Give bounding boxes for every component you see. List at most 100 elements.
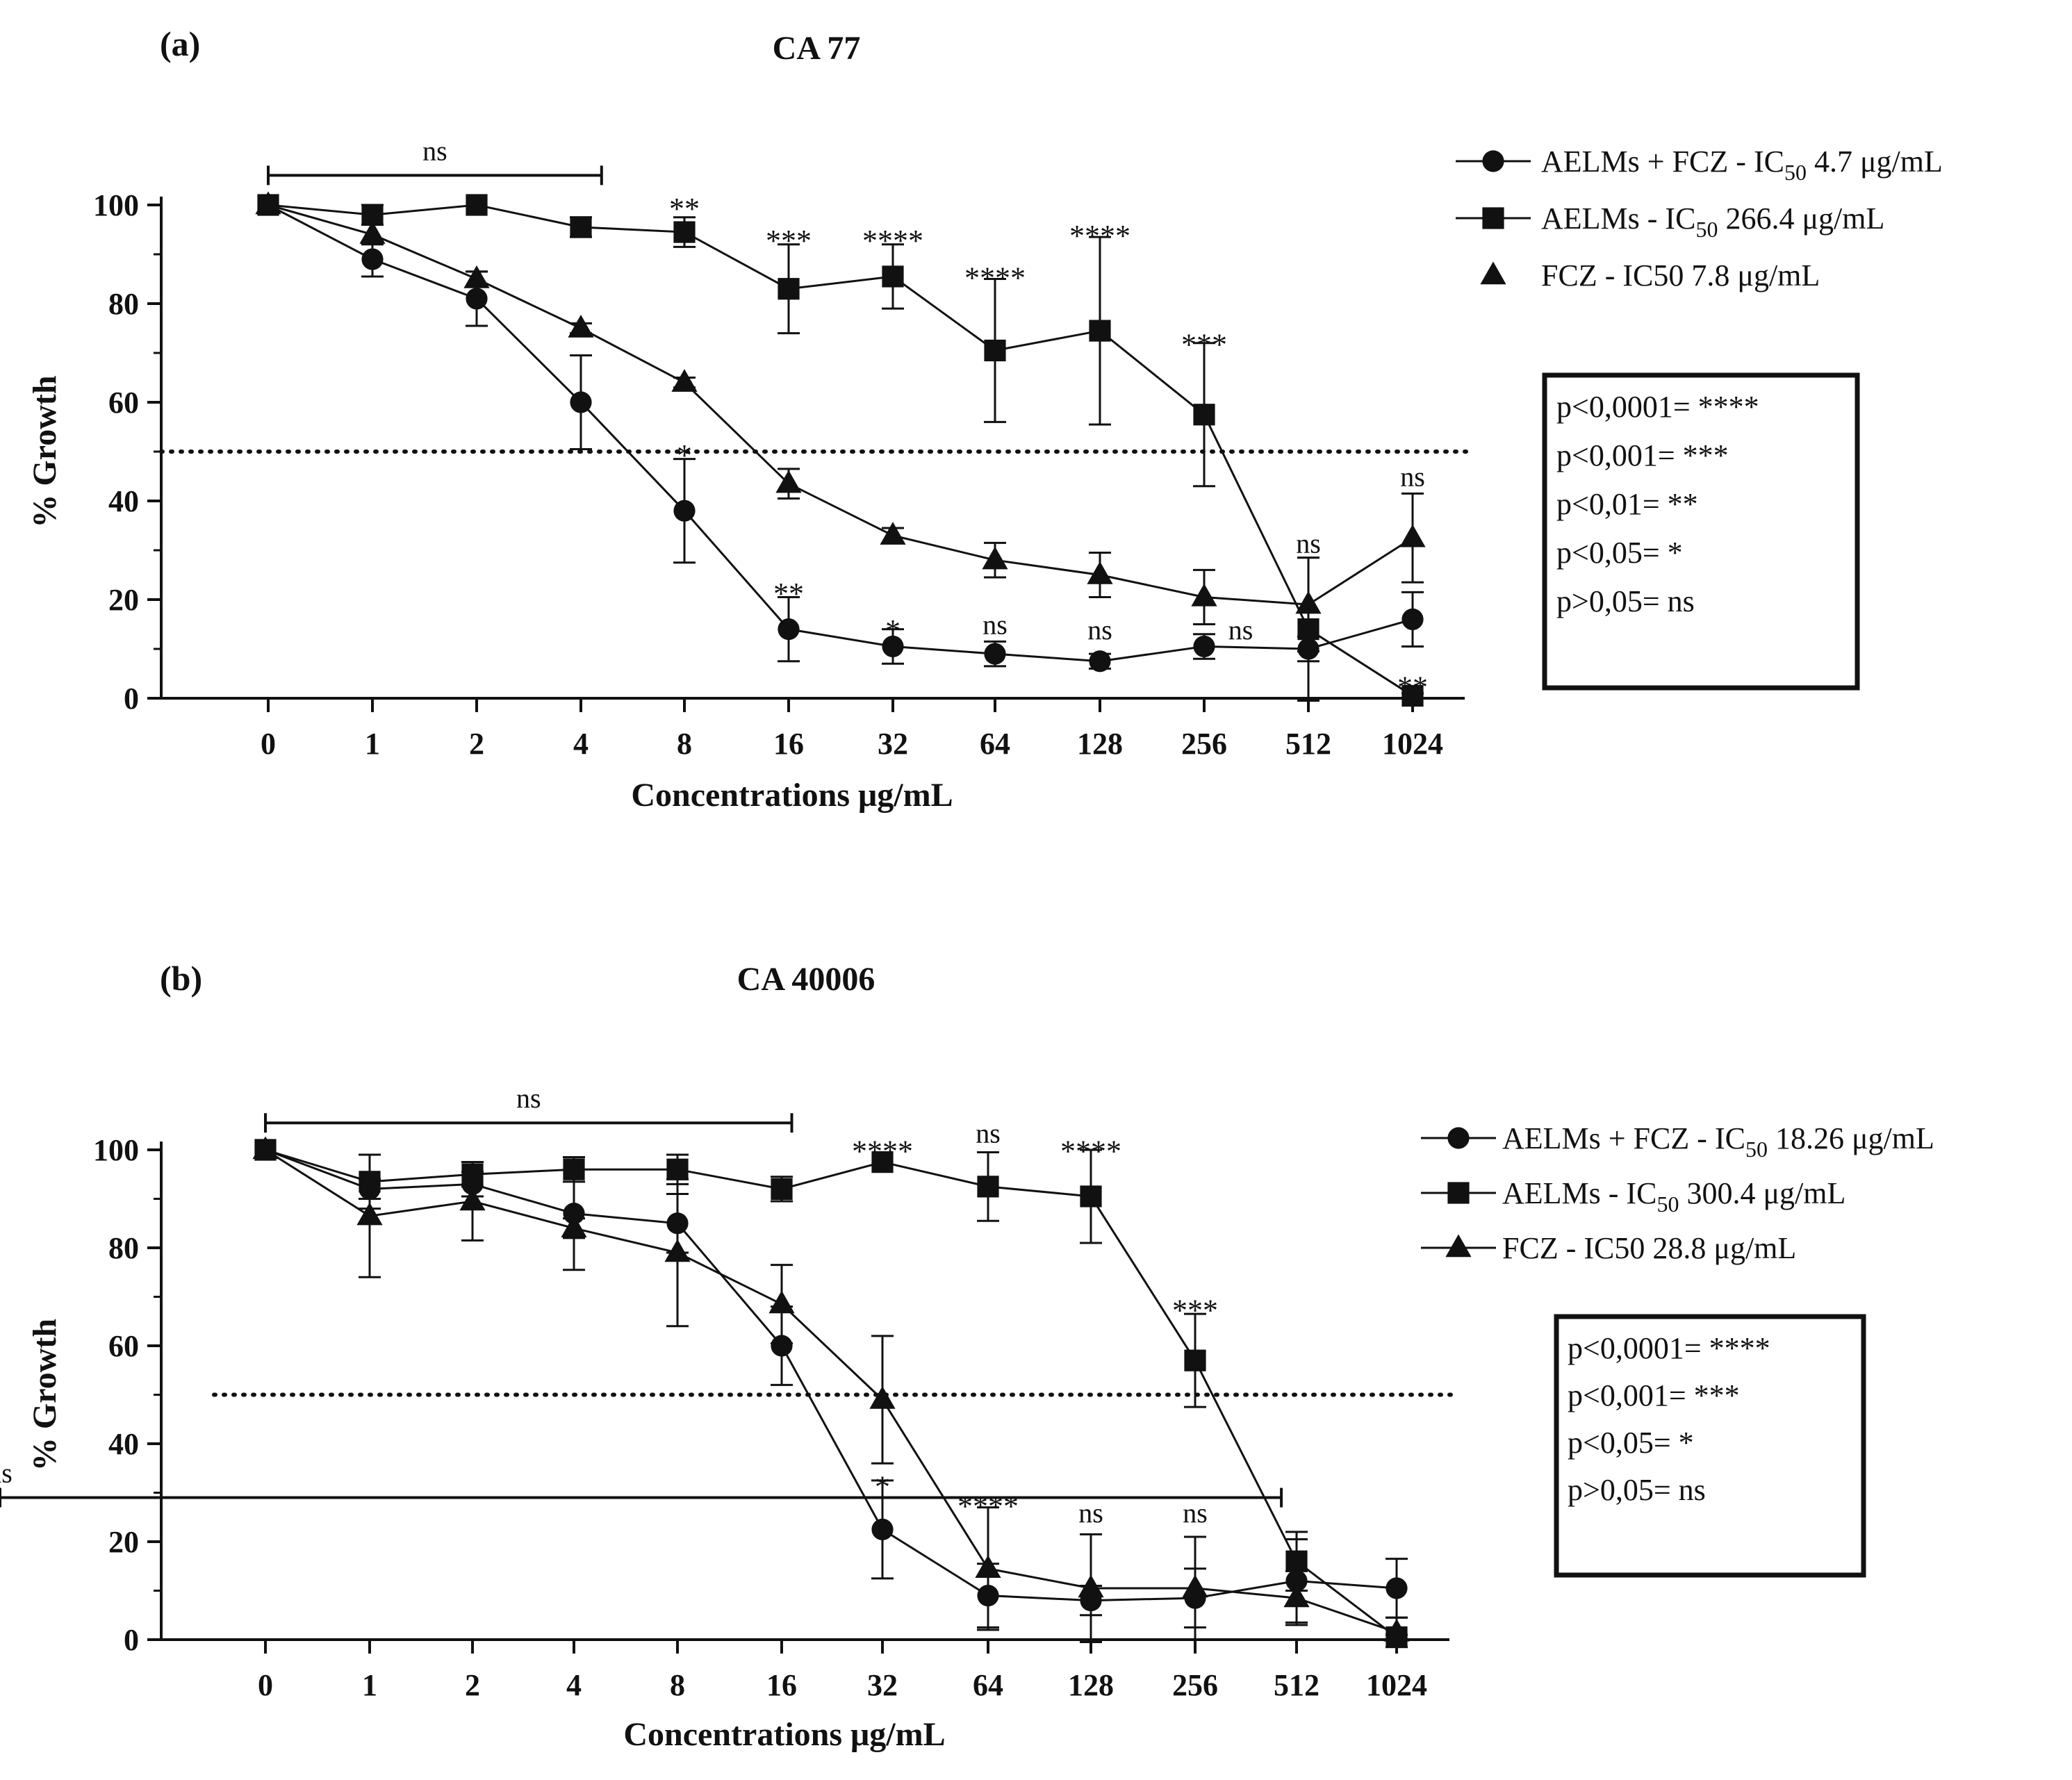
data-point <box>1401 684 1424 707</box>
significance-label: ** <box>669 192 700 226</box>
data-point <box>984 339 1006 362</box>
significance-label: *** <box>766 224 812 258</box>
significance-label: ns <box>976 1117 1001 1148</box>
y-tick-label: 100 <box>93 188 139 222</box>
significance-label: ns <box>1183 1497 1208 1528</box>
data-point <box>570 391 592 413</box>
significance-label: * <box>875 1469 890 1503</box>
data-point <box>768 1290 795 1314</box>
series-fcz <box>255 191 1426 653</box>
data-point <box>664 1239 691 1262</box>
data-point <box>1089 650 1111 673</box>
legend-label: AELMs + FCZ - IC50 4.7 μg/mL <box>1541 145 1943 185</box>
significance-label: **** <box>957 1490 1019 1524</box>
significance-label: ns <box>0 1458 13 1489</box>
legend-marker <box>1447 1182 1470 1204</box>
y-tick-label: 40 <box>108 484 139 518</box>
data-point <box>466 288 488 310</box>
x-tick-label: 32 <box>867 1668 898 1702</box>
data-point <box>563 1158 585 1180</box>
y-axis-title: % Growth <box>26 1319 63 1471</box>
x-tick-label: 1024 <box>1366 1668 1427 1702</box>
data-point <box>871 1151 894 1173</box>
data-point <box>984 643 1006 665</box>
y-tick-label: 20 <box>108 583 139 617</box>
significance-label: ns <box>516 1082 541 1114</box>
significance-label: **** <box>1060 1134 1121 1168</box>
y-tick-label: 60 <box>108 1329 139 1363</box>
data-point <box>871 1518 894 1540</box>
x-tick-label: 512 <box>1285 727 1331 761</box>
data-point <box>673 500 696 522</box>
data-point <box>882 265 904 288</box>
series-line <box>268 204 1413 697</box>
y-tick-label: 40 <box>108 1427 139 1461</box>
data-point <box>771 1178 793 1200</box>
data-point <box>982 546 1008 570</box>
data-point <box>975 1555 1001 1579</box>
panel-b: (b) CA 40006 0 20 40 60 80 100 0 1 2 4 8 16 32 64 128 256… <box>0 959 1934 1753</box>
y-tick-label: 60 <box>108 386 139 420</box>
significance-label: *** <box>1172 1294 1218 1328</box>
data-point <box>568 314 594 338</box>
panel-a: (a) CA 77 0 20 40 60 80 100 0 1 2 4 8 16 32 64 128 256 512… <box>26 24 1943 814</box>
legend-entry: AELMs - IC50 300.4 μg/mL <box>1421 1176 1845 1217</box>
significance-label: **** <box>1069 219 1130 253</box>
series-fcz <box>252 1136 1410 1649</box>
significance-key-line: p<0,001= *** <box>1556 438 1729 472</box>
data-point <box>778 278 800 300</box>
data-point <box>869 1386 896 1409</box>
data-point <box>1087 561 1113 584</box>
x-tick-label: 1 <box>365 727 380 761</box>
x-axis-title: Concentrations μg/mL <box>623 1716 945 1753</box>
x-tick-label: 1 <box>362 1668 377 1702</box>
series-line <box>268 204 1413 606</box>
x-tick-label: 128 <box>1068 1668 1114 1702</box>
significance-label: * <box>677 438 692 472</box>
y-tick-label: 100 <box>93 1133 139 1167</box>
legend-label: FCZ - IC50 7.8 μg/mL <box>1541 258 1820 292</box>
x-tick-label: 64 <box>980 727 1010 761</box>
data-point <box>666 1158 689 1180</box>
data-point <box>1193 635 1215 658</box>
significance-key-line: p<0,01= ** <box>1556 487 1698 521</box>
series-line <box>265 1148 1397 1602</box>
x-axis-title: Concentrations μg/mL <box>631 777 953 814</box>
significance-key-line: p>0,05= ns <box>1568 1473 1706 1507</box>
legend-label: AELMs - IC50 266.4 μg/mL <box>1541 201 1884 242</box>
legend-marker <box>1447 1127 1470 1149</box>
significance-key-line: p<0,001= *** <box>1568 1378 1740 1412</box>
significance-key-box <box>1542 372 1860 691</box>
legend-label: AELMs + FCZ - IC50 18.26 μg/mL <box>1502 1121 1934 1162</box>
data-point <box>1383 1618 1410 1642</box>
legend-marker <box>1445 1234 1472 1258</box>
y-tick-label: 80 <box>108 287 139 321</box>
y-tick-label: 0 <box>124 1623 139 1657</box>
chart-title: CA 40006 <box>737 961 875 998</box>
significance-key-line: p<0,05= * <box>1556 536 1683 570</box>
x-tick-label: 2 <box>465 1668 480 1702</box>
data-point <box>673 221 696 243</box>
x-tick-label: 256 <box>1172 1668 1218 1702</box>
legend-label: AELMs - IC50 300.4 μg/mL <box>1502 1176 1845 1217</box>
x-tick-label: 512 <box>1274 1668 1319 1702</box>
data-point <box>671 369 698 392</box>
data-point <box>771 1335 793 1357</box>
x-tick-label: 0 <box>261 727 276 761</box>
x-tick-label: 128 <box>1077 727 1123 761</box>
significance-label: ns <box>1087 614 1112 645</box>
legend-marker <box>1480 261 1506 285</box>
series-aelms <box>257 194 1424 707</box>
series-line <box>265 1148 1397 1633</box>
chart-title: CA 77 <box>773 30 861 67</box>
series-line <box>268 204 1413 663</box>
data-point <box>1401 608 1424 631</box>
data-point <box>1078 1574 1104 1598</box>
y-tick-label: 20 <box>108 1525 139 1559</box>
x-tick-label: 16 <box>773 727 804 761</box>
y-tick-label: 80 <box>108 1231 139 1265</box>
x-tick-label: 8 <box>670 1668 685 1702</box>
significance-label: **** <box>964 261 1026 295</box>
data-point <box>252 1136 279 1160</box>
